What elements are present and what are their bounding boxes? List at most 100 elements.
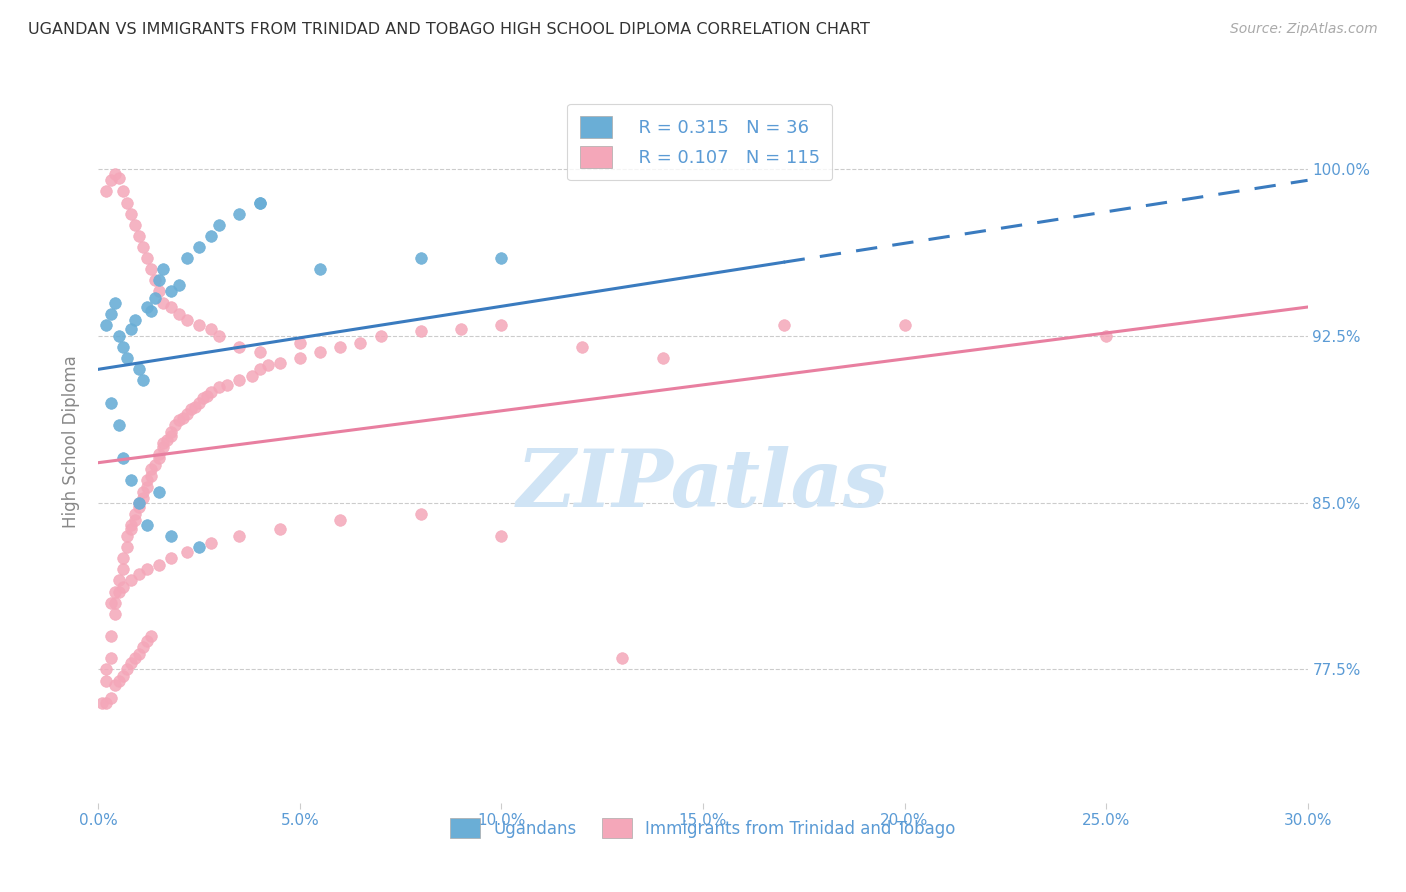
Point [651, 351, 673, 366]
Point [100, 395, 122, 409]
Point [450, 322, 472, 336]
Point [100, 596, 122, 610]
Point [152, 440, 174, 454]
Point [111, 185, 134, 199]
Point [571, 340, 593, 354]
Point [228, 373, 250, 387]
Point [124, 513, 146, 527]
Point [249, 195, 271, 210]
Point [96, 185, 118, 199]
Point [111, 562, 134, 576]
Point [139, 629, 162, 643]
Point [309, 344, 332, 359]
Point [128, 496, 150, 510]
Point [491, 251, 513, 265]
Point [124, 651, 146, 665]
Point [132, 491, 155, 506]
Point [200, 535, 222, 549]
Point [370, 329, 392, 343]
Point [188, 240, 211, 254]
Point [120, 517, 142, 532]
Point [180, 402, 202, 417]
Point [612, 651, 634, 665]
Point [167, 413, 190, 427]
Point [195, 389, 218, 403]
Point [103, 167, 125, 181]
Point [188, 540, 211, 554]
Point [148, 447, 170, 461]
Text: UGANDAN VS IMMIGRANTS FROM TRINIDAD AND TOBAGO HIGH SCHOOL DIPLOMA CORRELATION C: UGANDAN VS IMMIGRANTS FROM TRINIDAD AND … [28, 22, 870, 37]
Point [120, 656, 142, 670]
Point [200, 322, 222, 336]
Point [100, 173, 122, 187]
Point [128, 566, 150, 581]
Point [1095, 329, 1118, 343]
Point [124, 507, 146, 521]
Point [135, 633, 157, 648]
Point [139, 462, 162, 476]
Point [100, 307, 122, 321]
Point [329, 340, 352, 354]
Point [128, 647, 150, 661]
Point [148, 285, 170, 299]
Point [152, 262, 174, 277]
Point [139, 304, 162, 318]
Point [107, 673, 129, 688]
Point [103, 295, 125, 310]
Point [148, 558, 170, 572]
Point [143, 458, 166, 472]
Point [249, 344, 271, 359]
Point [103, 584, 125, 599]
Point [167, 277, 190, 292]
Point [143, 273, 166, 287]
Point [269, 522, 291, 536]
Point [128, 228, 150, 243]
Point [160, 300, 183, 314]
Point [107, 171, 129, 186]
Point [228, 529, 250, 543]
Point [167, 307, 190, 321]
Point [107, 417, 129, 432]
Point [132, 484, 155, 499]
Point [208, 329, 231, 343]
Point [349, 335, 371, 350]
Point [249, 362, 271, 376]
Point [160, 529, 183, 543]
Point [96, 673, 118, 688]
Point [100, 651, 122, 665]
Point [107, 329, 129, 343]
Point [135, 480, 157, 494]
Point [160, 429, 183, 443]
Point [124, 218, 146, 232]
Point [208, 380, 231, 394]
Point [96, 696, 118, 710]
Point [240, 368, 263, 383]
Point [115, 540, 138, 554]
Point [135, 562, 157, 576]
Point [128, 496, 150, 510]
Point [115, 662, 138, 676]
Point [128, 362, 150, 376]
Point [208, 218, 231, 232]
Point [111, 451, 134, 466]
Point [176, 407, 198, 421]
Point [111, 340, 134, 354]
Point [188, 395, 211, 409]
Point [148, 451, 170, 466]
Point [228, 340, 250, 354]
Point [148, 273, 170, 287]
Point [103, 596, 125, 610]
Point [132, 240, 155, 254]
Point [91, 696, 114, 710]
Point [115, 529, 138, 543]
Point [491, 529, 513, 543]
Point [409, 507, 432, 521]
Point [176, 313, 198, 327]
Point [228, 207, 250, 221]
Point [120, 322, 142, 336]
Point [135, 300, 157, 314]
Point [135, 251, 157, 265]
Point [100, 691, 122, 706]
Point [269, 356, 291, 370]
Point [200, 384, 222, 399]
